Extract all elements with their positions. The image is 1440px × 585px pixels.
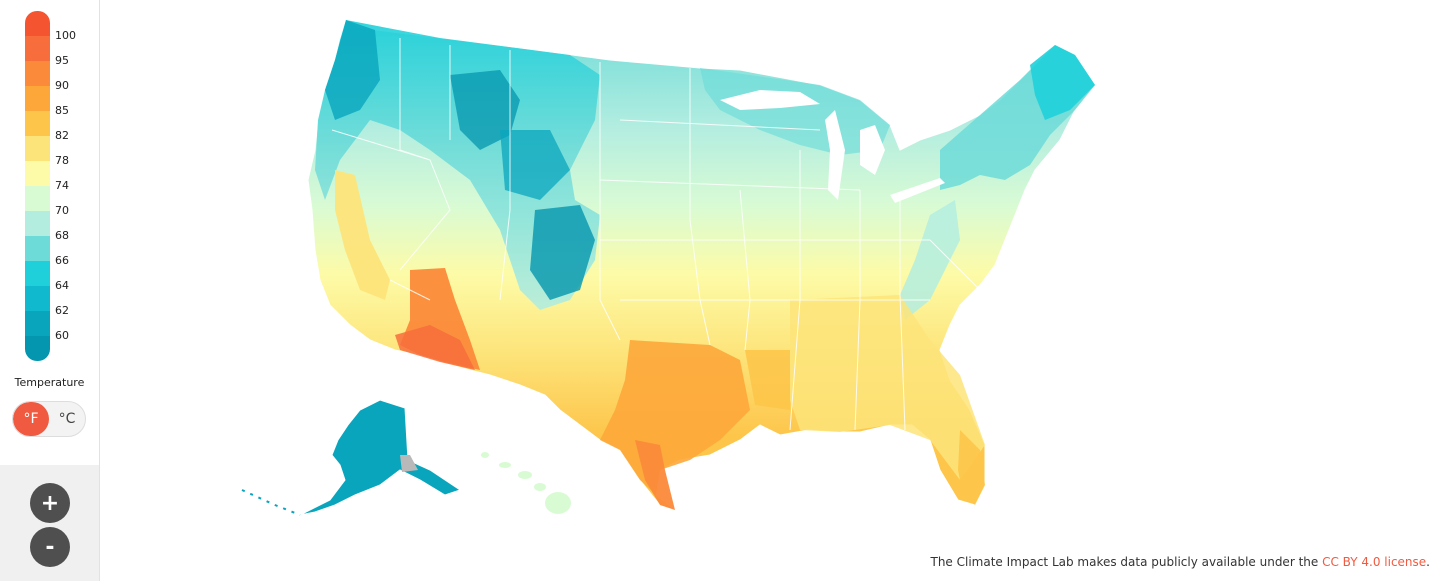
footer-period: . bbox=[1426, 555, 1430, 569]
license-link[interactable]: CC BY 4.0 license bbox=[1322, 555, 1427, 569]
western-mountain-region[interactable] bbox=[315, 20, 600, 310]
southeast-warm[interactable] bbox=[790, 295, 985, 480]
scale-tick-label: 62 bbox=[55, 304, 69, 317]
fahrenheit-button[interactable]: °F bbox=[13, 402, 49, 436]
hawaii-islands[interactable] bbox=[481, 452, 571, 514]
lake-huron bbox=[860, 125, 885, 175]
temperature-color-scale bbox=[25, 11, 50, 361]
us-temperature-map[interactable] bbox=[100, 0, 1440, 581]
lake-michigan bbox=[825, 110, 845, 200]
license-footer: The Climate Impact Lab makes data public… bbox=[931, 555, 1431, 569]
florida-hot[interactable] bbox=[958, 430, 985, 505]
state-borders bbox=[331, 38, 981, 431]
scale-band bbox=[25, 211, 50, 236]
california-valley[interactable] bbox=[335, 170, 390, 300]
scale-band bbox=[25, 11, 50, 36]
alaska-shape[interactable] bbox=[299, 399, 462, 516]
scale-band bbox=[25, 236, 50, 261]
colorado-cold[interactable] bbox=[530, 205, 595, 300]
scale-tick-label: 90 bbox=[55, 79, 69, 92]
appalachian-cool[interactable] bbox=[900, 200, 960, 320]
legend-title: Temperature bbox=[14, 376, 85, 389]
celsius-button[interactable]: °C bbox=[58, 411, 76, 427]
scale-band bbox=[25, 111, 50, 136]
scale-band bbox=[25, 186, 50, 211]
scale-band bbox=[25, 311, 50, 336]
wyoming-cold[interactable] bbox=[500, 130, 570, 200]
upper-midwest-cool[interactable] bbox=[700, 68, 890, 155]
scale-band bbox=[25, 61, 50, 86]
scale-band bbox=[25, 136, 50, 161]
scale-band bbox=[25, 86, 50, 111]
footer-text: The Climate Impact Lab makes data public… bbox=[930, 555, 1323, 569]
south-texas-hot[interactable] bbox=[635, 440, 675, 510]
scale-tick-label: 100 bbox=[55, 29, 76, 42]
sidebar: 100 95 90 85 82 78 74 70 68 66 64 62 60 Temperature … bbox=[0, 0, 100, 581]
unit-toggle[interactable]: °F °C bbox=[12, 401, 86, 437]
scale-tick-label: 78 bbox=[55, 154, 69, 167]
scale-tick-label: 66 bbox=[55, 254, 69, 267]
scale-tick-label: 85 bbox=[55, 104, 69, 117]
scale-tick-label: 70 bbox=[55, 204, 69, 217]
zoom-in-button[interactable]: + bbox=[30, 483, 70, 523]
aleutian-islands bbox=[241, 489, 301, 516]
alaska-gray-area bbox=[400, 455, 418, 472]
legend-panel: 100 95 90 85 82 78 74 70 68 66 64 62 60 Temperature … bbox=[0, 0, 99, 465]
maine-cold[interactable] bbox=[1030, 45, 1095, 120]
scale-tick-label: 60 bbox=[55, 329, 69, 342]
scale-band bbox=[25, 261, 50, 286]
scale-band bbox=[25, 36, 50, 61]
scale-tick-label: 82 bbox=[55, 129, 69, 142]
scale-band bbox=[25, 286, 50, 311]
scale-tick-label: 95 bbox=[55, 54, 69, 67]
texas-warm[interactable] bbox=[600, 340, 750, 495]
scale-tick-label: 64 bbox=[55, 279, 69, 292]
sonoran-desert[interactable] bbox=[395, 325, 475, 370]
lake-erie bbox=[890, 178, 945, 203]
lake-superior bbox=[720, 90, 820, 110]
zoom-out-button[interactable]: - bbox=[30, 527, 70, 567]
map-area[interactable] bbox=[100, 0, 1440, 581]
scale-band bbox=[25, 336, 50, 361]
scale-tick-label: 74 bbox=[55, 179, 69, 192]
cascade-coast[interactable] bbox=[325, 20, 380, 120]
arkansas-warm[interactable] bbox=[745, 350, 790, 410]
scale-tick-label: 68 bbox=[55, 229, 69, 242]
scale-band bbox=[25, 161, 50, 186]
